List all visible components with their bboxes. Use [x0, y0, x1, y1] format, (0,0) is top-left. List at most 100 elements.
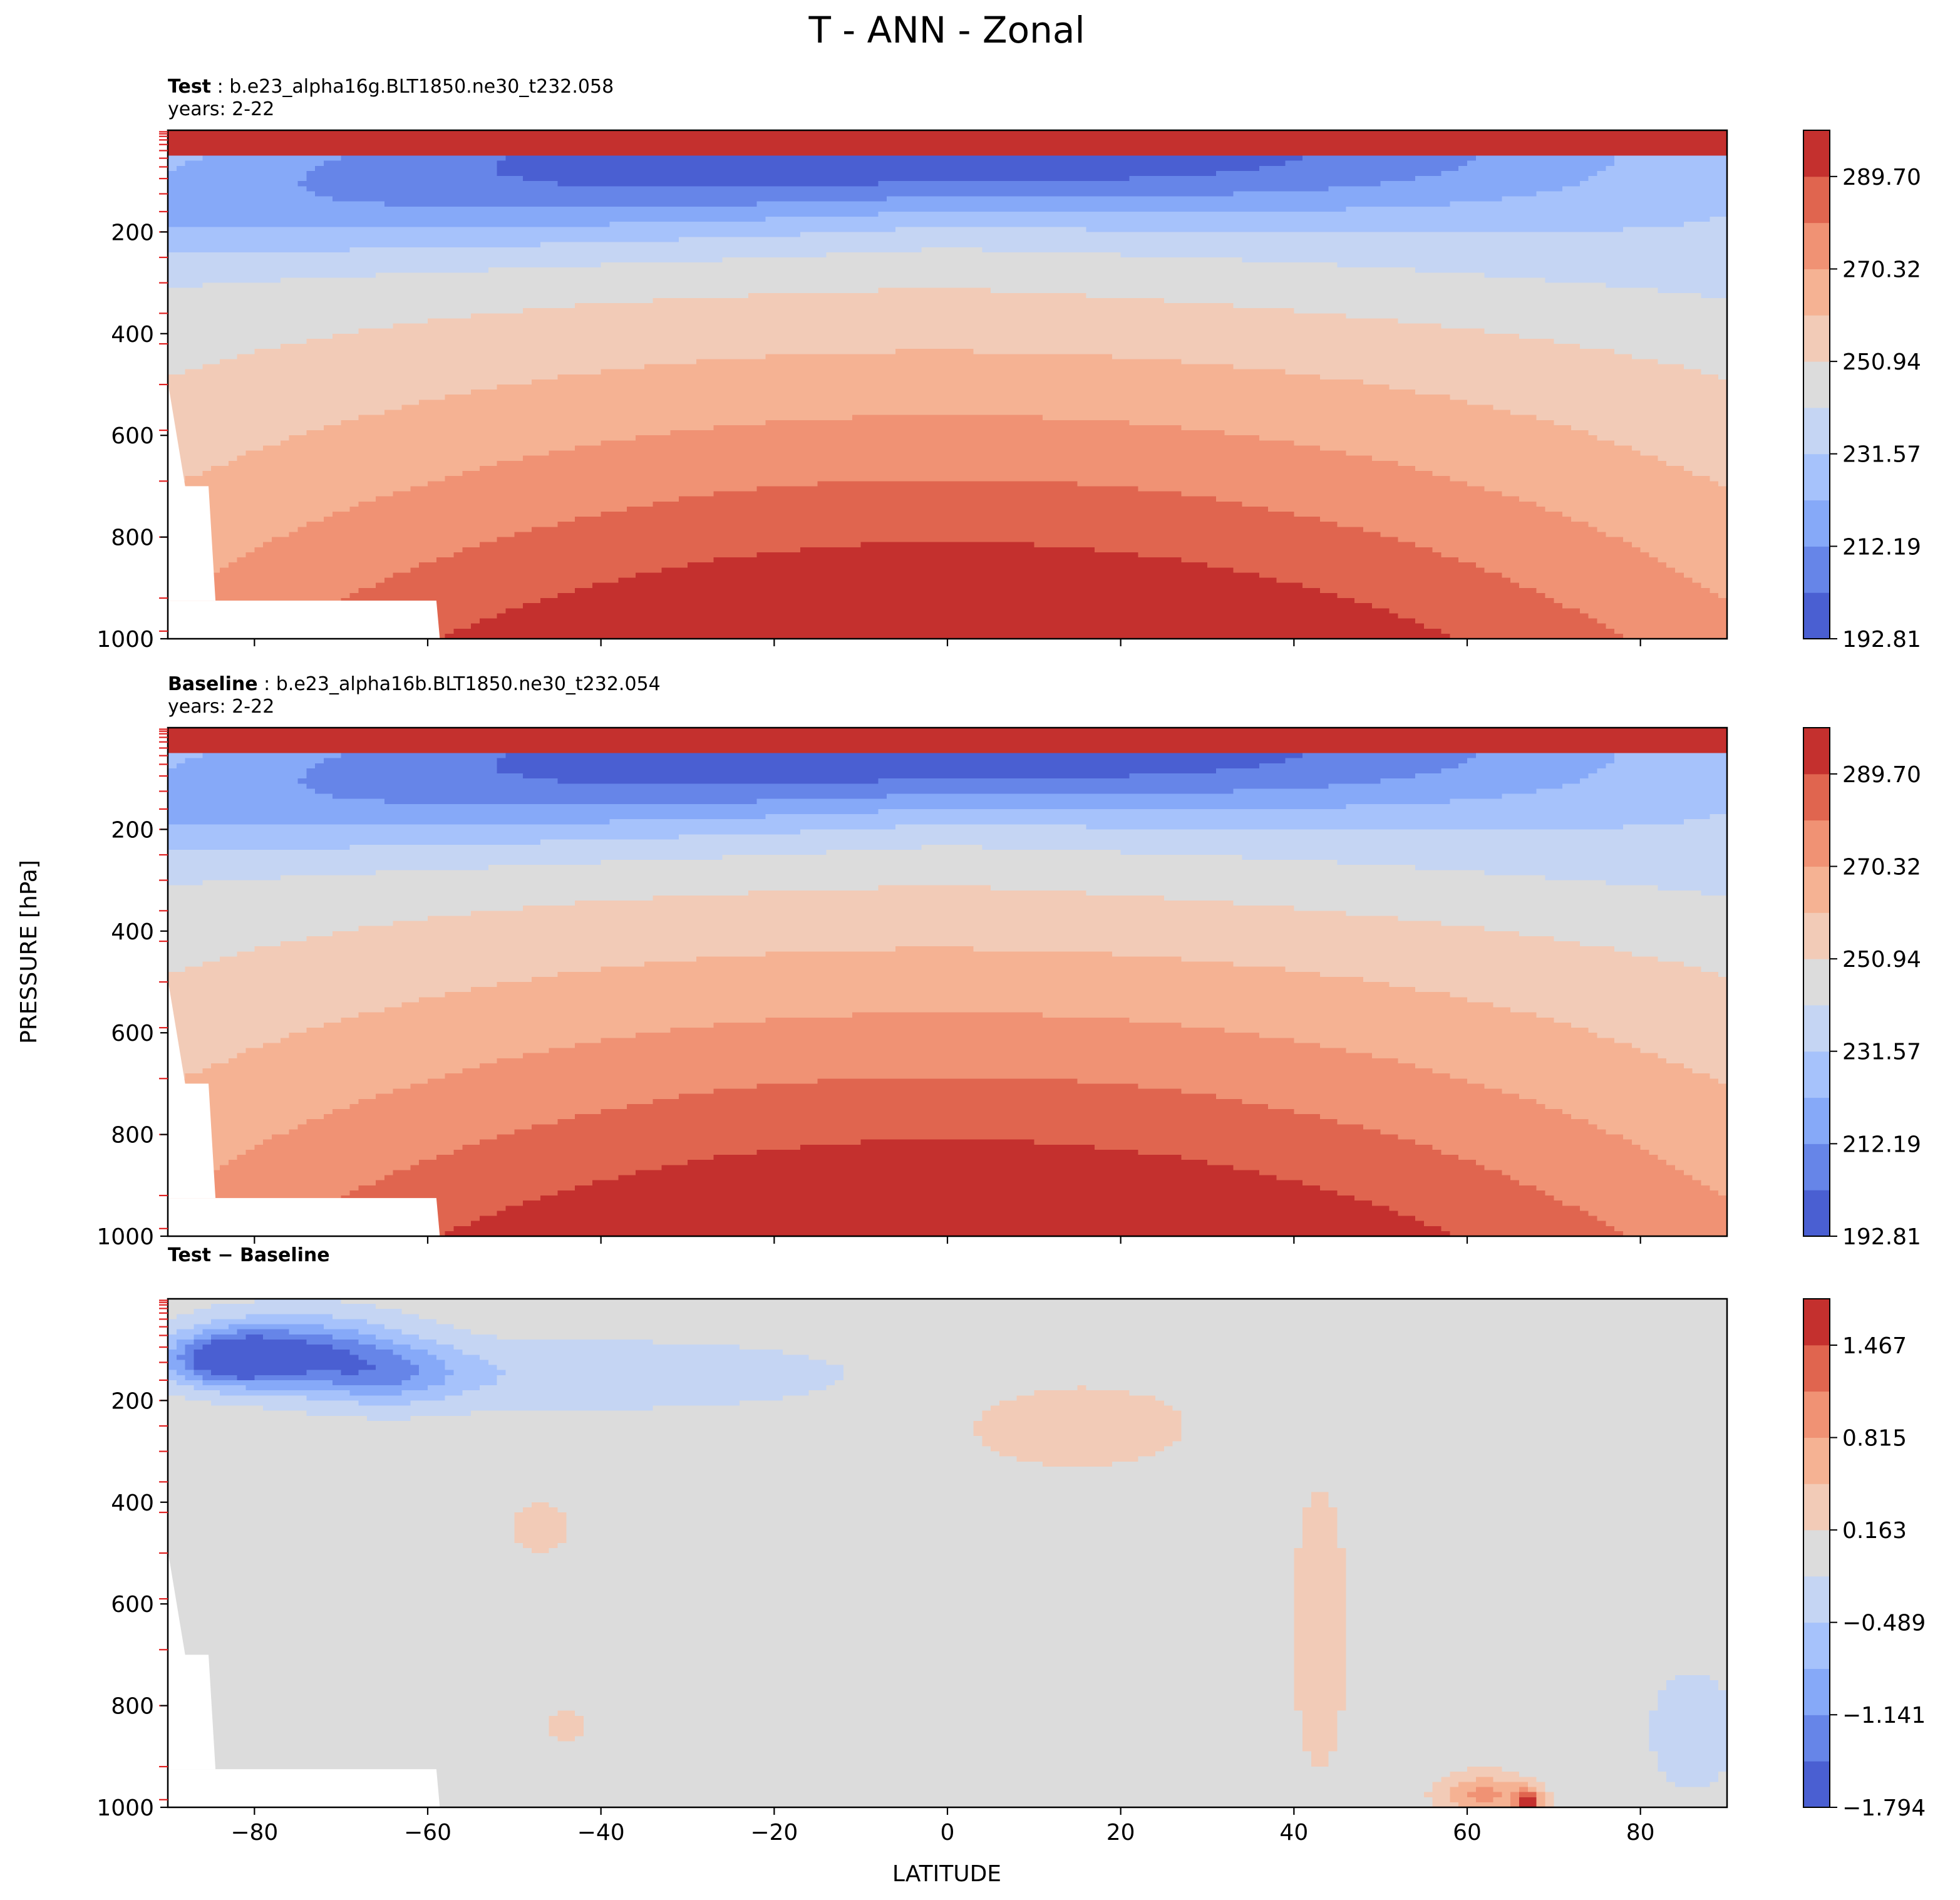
contour-cell [1398, 140, 1407, 146]
contour-cell [636, 186, 645, 192]
contour-cell [1129, 227, 1138, 232]
contour-cell [722, 222, 731, 227]
contour-cell [471, 170, 480, 177]
contour-cell [1467, 170, 1477, 177]
contour-cell [1484, 160, 1494, 167]
contour-cell [410, 242, 420, 248]
contour-cell [263, 242, 272, 248]
contour-cell [1450, 247, 1459, 253]
contour-cell [704, 232, 714, 238]
contour-cell [1199, 262, 1208, 268]
contour-cell [445, 232, 455, 238]
contour-cell [1423, 242, 1433, 248]
contour-cell [436, 201, 446, 207]
contour-cell [1251, 201, 1260, 207]
contour-cell [592, 232, 602, 238]
contour-cell [1294, 206, 1303, 212]
contour-cell [1432, 155, 1442, 162]
contour-cell [1606, 140, 1615, 146]
contour-cell [1328, 196, 1338, 202]
contour-cell [1112, 150, 1122, 157]
contour-cell [1675, 135, 1684, 141]
contour-cell [1008, 201, 1018, 207]
contour-cell [982, 262, 991, 268]
contour-cell [808, 227, 818, 232]
contour-cell [1658, 135, 1667, 141]
contour-cell [713, 257, 723, 263]
contour-cell [1068, 181, 1078, 187]
contour-cell [1086, 267, 1095, 273]
contour-cell [1484, 170, 1494, 177]
contour-cell [930, 252, 939, 258]
contour-cell [1510, 135, 1520, 141]
contour-cell [1675, 211, 1684, 217]
contour-cell [1597, 217, 1606, 222]
contour-cell [1060, 135, 1070, 141]
contour-cell [765, 237, 775, 243]
contour-cell [661, 252, 671, 258]
contour-cell [1363, 145, 1373, 152]
contour-cell [349, 247, 359, 253]
contour-cell [367, 217, 376, 222]
contour-cell [1155, 257, 1165, 263]
contour-cell [1666, 191, 1676, 197]
contour-cell [168, 201, 177, 207]
contour-cell [939, 196, 948, 202]
contour-cell [1259, 145, 1269, 152]
contour-cell [1423, 160, 1433, 167]
contour-cell [636, 242, 645, 248]
contour-cell [1242, 191, 1251, 197]
contour-cell [800, 186, 810, 192]
contour-cell [523, 206, 532, 212]
contour-cell [947, 186, 957, 192]
contour-cell [756, 135, 766, 141]
contour-cell [808, 135, 818, 141]
contour-cell [1571, 222, 1581, 227]
contour-cell [912, 181, 922, 187]
contour-cell [471, 247, 480, 253]
contour-cell [713, 181, 723, 187]
contour-cell [1432, 150, 1442, 157]
contour-cell [704, 257, 714, 263]
contour-cell [410, 130, 420, 136]
contour-cell [176, 191, 186, 197]
contour-cell [1614, 247, 1624, 253]
contour-cell [1606, 155, 1615, 162]
contour-cell [869, 181, 879, 187]
contour-cell [488, 140, 498, 146]
contour-cell [428, 211, 437, 217]
contour-cell [1692, 211, 1702, 217]
contour-cell [722, 181, 731, 187]
contour-cell [532, 186, 541, 192]
contour-cell [1710, 262, 1719, 268]
contour-cell [497, 170, 507, 177]
contour-cell [1199, 170, 1208, 177]
contour-cell [1398, 176, 1407, 182]
contour-cell [1034, 257, 1043, 263]
contour-cell [1389, 160, 1398, 167]
contour-cell [1475, 186, 1485, 192]
contour-cell [1155, 267, 1165, 273]
contour-cell [808, 237, 818, 243]
contour-cell [1319, 227, 1329, 232]
contour-cell [1371, 237, 1381, 243]
contour-cell [679, 222, 688, 227]
contour-cell [445, 196, 455, 202]
contour-cell [1562, 176, 1572, 182]
contour-cell [843, 242, 853, 248]
contour-cell [480, 247, 489, 253]
contour-cell [272, 150, 281, 157]
contour-cell [800, 211, 810, 217]
contour-cell [860, 165, 870, 172]
contour-cell [272, 257, 281, 263]
contour-cell [1251, 155, 1260, 162]
contour-cell [1276, 206, 1286, 212]
contour-cell [817, 211, 827, 217]
contour-cell [1337, 140, 1346, 146]
contour-cell [358, 196, 368, 202]
contour-cell [471, 140, 480, 146]
contour-cell [1008, 257, 1018, 263]
contour-cell [324, 196, 333, 202]
contour-cell [1502, 186, 1511, 192]
contour-cell [453, 222, 463, 227]
